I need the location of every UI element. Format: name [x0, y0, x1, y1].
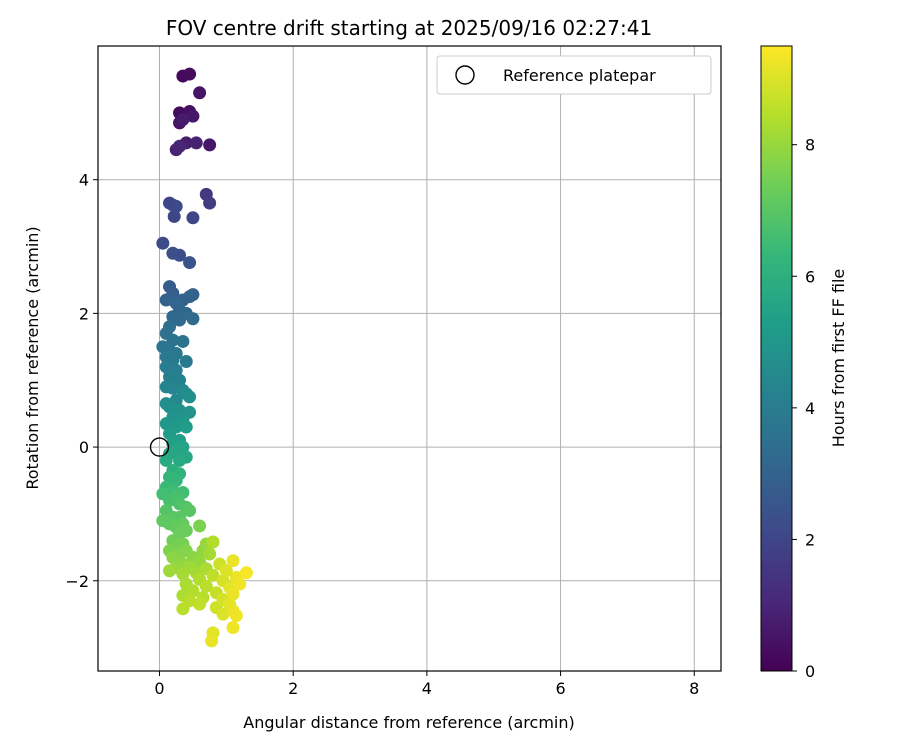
- x-tick-label: 8: [689, 679, 699, 698]
- scatter-point: [193, 86, 207, 100]
- scatter-point: [167, 209, 181, 223]
- y-tick-label: 4: [79, 171, 89, 190]
- legend-label: Reference platepar: [503, 66, 656, 85]
- x-tick-label: 6: [555, 679, 565, 698]
- scatter-point: [183, 290, 197, 304]
- scatter-point: [163, 400, 177, 414]
- scatter-point: [239, 566, 253, 580]
- x-axis-label: Angular distance from reference (arcmin): [243, 713, 574, 732]
- scatter-point: [206, 568, 220, 582]
- scatter-point: [226, 554, 240, 568]
- scatter-point: [183, 504, 197, 518]
- colorbar-tick-label: 2: [805, 530, 815, 549]
- colorbar-tick-label: 0: [805, 662, 815, 681]
- y-tick-label: 2: [79, 304, 89, 323]
- colorbar-ticks: 0 2 4 6 8: [792, 136, 815, 681]
- scatter-point: [176, 567, 190, 581]
- scatter-point: [183, 256, 197, 270]
- y-tick-label: 0: [79, 438, 89, 457]
- scatter-point: [169, 473, 183, 487]
- scatter-point: [163, 370, 177, 384]
- legend: Reference platepar: [436, 55, 712, 95]
- scatter-point: [166, 381, 180, 395]
- scatter-point: [219, 564, 233, 578]
- colorbar-tick-label: 4: [805, 399, 815, 418]
- scatter-point: [176, 602, 190, 616]
- scatter-point: [163, 494, 177, 508]
- scatter-point: [159, 293, 173, 307]
- scatter-point: [226, 587, 240, 601]
- scatter-point: [159, 417, 173, 431]
- scatter-point: [216, 607, 230, 621]
- points-layer: [156, 67, 253, 648]
- legend-box: [436, 55, 712, 95]
- scatter-point: [179, 420, 193, 434]
- y-axis-label: Rotation from reference (arcmin): [23, 226, 42, 489]
- scatter-point: [206, 535, 220, 549]
- scatter-point: [186, 312, 200, 326]
- scatter-point: [163, 427, 177, 441]
- colorbar: 0 2 4 6 8 Hours from first FF file: [760, 45, 848, 681]
- scatter-point: [173, 313, 187, 327]
- scatter-point: [176, 113, 190, 127]
- chart-title: FOV centre drift starting at 2025/09/16 …: [166, 16, 652, 40]
- scatter-point: [159, 453, 173, 467]
- scatter-point: [186, 211, 200, 225]
- colorbar-tick-label: 6: [805, 267, 815, 286]
- plot-frame: [97, 45, 722, 672]
- scatter-point: [199, 579, 213, 593]
- scatter-point: [166, 333, 180, 347]
- scatter-point: [226, 621, 240, 635]
- scatter-point: [203, 196, 217, 210]
- scatter-point: [173, 248, 187, 262]
- scatter-point: [169, 199, 183, 213]
- x-tick-label: 2: [288, 679, 298, 698]
- colorbar-tick-label: 8: [805, 136, 815, 155]
- scatter-point: [193, 519, 207, 533]
- scatter-point: [203, 547, 217, 561]
- scatter-point: [159, 360, 173, 374]
- scatter-point: [229, 609, 243, 623]
- scatter-point: [176, 334, 190, 348]
- scatter-point: [193, 597, 207, 611]
- scatter-point: [186, 584, 200, 598]
- scatter-point: [205, 634, 219, 648]
- y-tick-label: −2: [65, 572, 89, 591]
- scatter-point: [233, 577, 247, 591]
- scatter-point: [183, 67, 197, 81]
- x-axis-ticks: 0 2 4 6 8: [154, 671, 699, 698]
- x-tick-label: 4: [422, 679, 432, 698]
- scatter-point: [156, 236, 170, 250]
- scatter-point: [173, 139, 187, 153]
- y-axis-ticks: −2 0 2 4: [65, 171, 98, 591]
- scatter-point: [189, 136, 203, 150]
- reference-platepar-marker: [149, 437, 170, 457]
- scatter-point: [183, 390, 197, 404]
- colorbar-label: Hours from first FF file: [829, 269, 848, 448]
- legend-marker-icon: [455, 65, 475, 85]
- colorbar-gradient: [760, 45, 793, 672]
- scatter-point: [179, 355, 193, 369]
- x-tick-label: 0: [154, 679, 164, 698]
- scatter-point: [186, 109, 200, 123]
- scatter-point: [163, 564, 177, 578]
- scatter-point: [166, 550, 180, 564]
- scatter-point: [173, 453, 187, 467]
- scatter-point: [203, 138, 217, 152]
